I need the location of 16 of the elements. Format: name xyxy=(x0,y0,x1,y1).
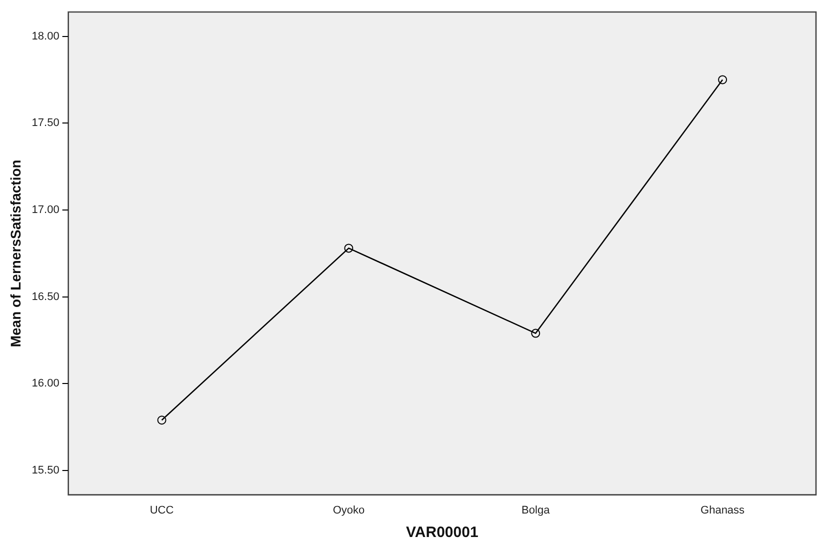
y-tick-label: 18.00 xyxy=(32,30,60,42)
y-tick-label: 16.00 xyxy=(32,378,60,390)
y-tick-label: 17.00 xyxy=(32,204,60,216)
x-tick-label: Ghanass xyxy=(700,504,746,516)
x-tick-label: Oyoko xyxy=(332,504,365,516)
point xyxy=(344,244,354,253)
point xyxy=(531,328,540,338)
x-tick-label: Bolga xyxy=(522,504,551,516)
point xyxy=(718,75,728,84)
y-tick-label: 15.50 xyxy=(32,464,60,477)
point xyxy=(157,416,166,425)
x-axis-title: VAR00001 xyxy=(406,524,478,542)
y-tick-label: 17.50 xyxy=(32,117,60,130)
x-tick-label: UCC xyxy=(150,504,174,516)
y-axis-title: Mean of LernersSatisfaction xyxy=(7,160,24,348)
y-tick-label: 16.50 xyxy=(32,290,60,303)
